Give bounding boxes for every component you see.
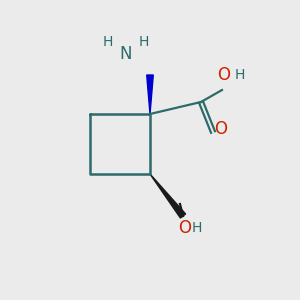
Text: H: H <box>103 35 113 49</box>
Text: O: O <box>214 120 227 138</box>
Text: O: O <box>217 66 230 84</box>
Text: O: O <box>178 219 191 237</box>
Text: N: N <box>120 45 132 63</box>
Text: H: H <box>139 35 149 49</box>
Text: H: H <box>191 221 202 235</box>
Polygon shape <box>150 174 186 218</box>
Text: H: H <box>235 68 245 82</box>
Polygon shape <box>147 75 153 114</box>
